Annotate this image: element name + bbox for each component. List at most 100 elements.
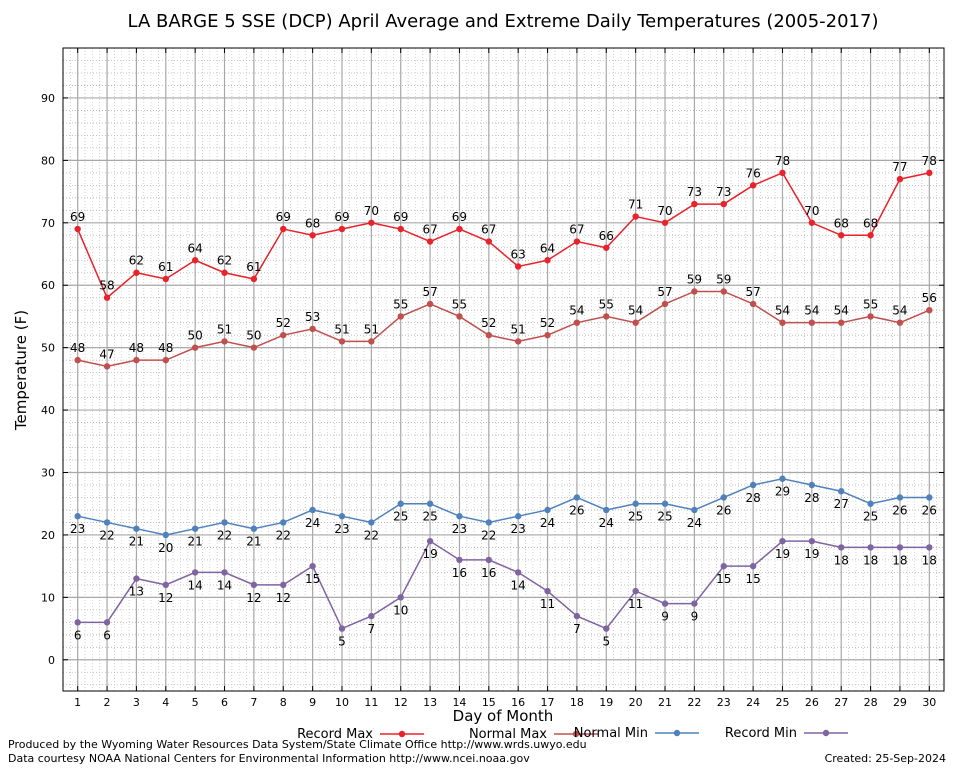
x-tick-label: 9	[309, 696, 316, 709]
record-max-point	[103, 294, 111, 301]
normal-min-point	[603, 506, 610, 514]
normal-min-data-label: 26	[716, 503, 731, 517]
normal-max-point	[250, 344, 258, 351]
x-tick-label: 24	[746, 696, 760, 709]
record-max-point	[426, 238, 434, 245]
normal-max-point	[221, 338, 228, 345]
normal-min-point	[74, 513, 81, 520]
record-min-data-label: 5	[602, 635, 610, 649]
normal-min-data-label: 23	[511, 522, 526, 536]
record-max-data-label: 71	[628, 198, 643, 212]
record-min-data-label: 11	[628, 597, 643, 611]
normal-max-data-label: 51	[511, 322, 526, 336]
record-min-point	[456, 556, 463, 564]
normal-max-point	[74, 356, 81, 364]
normal-min-data-label: 24	[599, 516, 614, 530]
footer-created-date: Created: 25-Sep-2024	[825, 752, 946, 765]
record-max-series: 69 58 62 61 64 62 61 69 68 69 70 69 67 69 67 63 64 67 66 71…	[70, 154, 937, 301]
normal-max-data-label: 54	[569, 304, 584, 318]
normal-max-data-label: 54	[892, 304, 907, 318]
legend-marker-normal-max	[572, 730, 580, 738]
normal-max-point	[896, 319, 904, 326]
normal-max-point	[309, 325, 316, 333]
normal-min-point	[309, 506, 316, 514]
record-max-data-label: 68	[863, 216, 878, 230]
record-max-point	[779, 169, 786, 177]
record-min-data-label: 15	[716, 572, 731, 586]
record-max-data-label: 73	[716, 185, 731, 199]
record-min-data-label: 18	[834, 553, 849, 567]
record-min-point	[485, 556, 493, 564]
record-max-point	[749, 182, 757, 189]
record-max-data-label: 73	[687, 185, 702, 199]
record-min-point	[426, 537, 434, 545]
x-tick-label: 17	[541, 696, 555, 709]
record-min-data-label: 15	[305, 572, 320, 586]
normal-max-point	[779, 319, 786, 326]
x-tick-label: 29	[893, 696, 907, 709]
normal-min-point	[838, 488, 845, 495]
record-min-point	[603, 625, 610, 632]
record-min-point	[749, 562, 757, 570]
record-max-point	[191, 257, 199, 264]
record-min-series: 6 6 13 12 14 14 12 12 15 5 7 10 19 16 16 14 11 7 5 11 9 9 15 15…	[74, 537, 937, 649]
normal-max-data-label: 55	[599, 297, 614, 311]
normal-min-data-label: 24	[305, 516, 320, 530]
normal-max-data-label: 56	[922, 291, 937, 305]
footer-data-courtesy: Data courtesy NOAA National Centers for …	[8, 752, 530, 765]
record-min-data-label: 9	[691, 610, 699, 624]
y-tick-label: 40	[41, 404, 55, 417]
normal-max-point	[603, 313, 610, 320]
normal-min-point	[544, 506, 551, 514]
x-tick-label: 11	[364, 696, 378, 709]
record-min-point	[397, 594, 404, 601]
record-min-data-label: 18	[922, 553, 937, 567]
record-max-point	[74, 225, 81, 233]
record-max-point	[691, 200, 698, 208]
x-tick-label: 28	[864, 696, 878, 709]
record-min-point	[250, 581, 258, 589]
normal-max-point	[867, 313, 874, 320]
normal-max-point	[368, 338, 375, 345]
record-max-point	[338, 225, 346, 233]
record-min-data-label: 18	[863, 553, 878, 567]
normal-min-point	[926, 494, 933, 501]
x-tick-label: 7	[250, 696, 257, 709]
normal-min-data-label: 23	[452, 522, 467, 536]
normal-min-series: 23 22 21 20 21 22 21 22 24 23 22 25 25 23 22 23 24 26 24 25…	[70, 475, 937, 555]
normal-min-data-label: 20	[158, 541, 173, 555]
chart-title: LA BARGE 5 SSE (DCP) April Average and E…	[128, 11, 879, 32]
normal-max-point	[426, 300, 434, 308]
record-max-data-label: 63	[511, 247, 526, 261]
record-min-data-label: 16	[481, 566, 496, 580]
y-tick-label: 20	[41, 529, 55, 542]
normal-min-point	[338, 513, 346, 520]
normal-min-data-label: 26	[892, 503, 907, 517]
normal-min-data-label: 22	[99, 528, 114, 542]
normal-min-data-label: 22	[217, 528, 232, 542]
chart-legend: Record Max Normal Max Normal Min Record Min	[297, 726, 848, 742]
record-min-point	[74, 619, 81, 626]
normal-min-data-label: 25	[628, 510, 643, 524]
normal-min-point	[368, 519, 375, 526]
normal-min-point	[162, 531, 169, 539]
normal-max-point	[544, 331, 551, 339]
y-tick-label: 90	[41, 92, 55, 105]
record-min-point	[338, 625, 346, 632]
normal-min-data-label: 23	[70, 522, 85, 536]
normal-min-data-label: 23	[334, 522, 349, 536]
normal-max-data-label: 48	[158, 341, 173, 355]
normal-min-data-label: 21	[188, 535, 203, 549]
normal-max-line	[77, 290, 930, 368]
normal-min-data-label: 24	[687, 516, 702, 530]
normal-max-data-label: 50	[188, 329, 203, 343]
normal-max-data-label: 54	[775, 304, 790, 318]
normal-min-data-label: 26	[922, 503, 937, 517]
record-min-point	[573, 612, 581, 620]
normal-max-data-label: 54	[804, 304, 819, 318]
normal-min-data-label: 28	[804, 491, 819, 505]
normal-max-point	[485, 331, 493, 339]
legend-label-record-min: Record Min	[725, 726, 797, 741]
normal-min-data-label: 21	[129, 535, 144, 549]
record-max-data-label: 67	[422, 223, 437, 237]
